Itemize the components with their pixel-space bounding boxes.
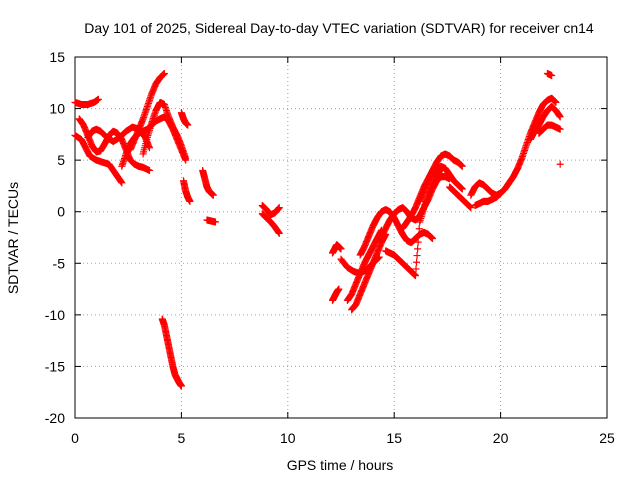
data-point <box>184 121 192 129</box>
data-point <box>145 166 153 174</box>
data-point <box>186 197 194 205</box>
data-point <box>94 95 102 103</box>
series-arc-7 <box>139 98 190 162</box>
series-arc-31 <box>556 160 564 168</box>
data-point <box>275 204 283 212</box>
y-axis-label: SDTVAR / TECUs <box>5 182 21 294</box>
data-point <box>413 258 421 266</box>
y-tick-label: -15 <box>45 358 65 374</box>
data-point <box>335 285 343 293</box>
data-point <box>414 238 422 246</box>
plot-frame <box>74 56 608 419</box>
data-point <box>415 225 423 233</box>
data-point <box>411 272 419 280</box>
y-tick-label: 10 <box>49 101 65 117</box>
data-point <box>182 154 190 162</box>
data-point <box>556 113 564 121</box>
series-arc-6 <box>126 70 168 154</box>
series-arc-29 <box>535 121 564 137</box>
series-arc-20 <box>356 206 437 259</box>
series-arc-14 <box>258 202 283 219</box>
series-arc-28 <box>526 103 564 144</box>
data-point <box>548 72 556 80</box>
axis-ticks: 0 5 10 15 20 25 -20 -15 -10 -5 0 5 10 15 <box>45 49 615 446</box>
data-point <box>412 265 420 273</box>
data-point <box>556 125 564 133</box>
series-arc-12 <box>203 216 219 226</box>
series-arc-11 <box>199 166 217 199</box>
data-point <box>429 235 437 243</box>
data-point <box>458 185 466 193</box>
x-tick-label: 0 <box>71 430 79 446</box>
data-points <box>71 70 564 390</box>
x-tick-label: 10 <box>280 430 296 446</box>
x-tick-label: 15 <box>386 430 402 446</box>
x-tick-label: 5 <box>178 430 186 446</box>
chart-title: Day 101 of 2025, Sidereal Day-to-day VTE… <box>84 20 594 36</box>
data-point <box>177 382 185 390</box>
y-tick-label: -10 <box>45 307 65 323</box>
series-arc-1 <box>71 95 102 108</box>
data-point <box>337 245 345 253</box>
data-point <box>160 70 168 78</box>
data-point <box>556 160 564 168</box>
series-arc-10 <box>158 315 185 390</box>
x-tick-label: 25 <box>599 430 615 446</box>
data-point <box>211 218 219 226</box>
data-point <box>415 231 423 239</box>
series-arc-8 <box>177 109 192 129</box>
data-point <box>413 252 421 260</box>
x-axis-label: GPS time / hours <box>287 457 394 473</box>
series-arc-25 <box>446 183 475 212</box>
x-tick-label: 20 <box>493 430 509 446</box>
series-arc-30 <box>543 70 556 80</box>
series-arc-2 <box>71 131 126 187</box>
series-arc-15 <box>328 241 345 257</box>
y-tick-label: -20 <box>45 410 65 426</box>
series-arc-9 <box>180 177 194 205</box>
data-point <box>467 204 475 212</box>
y-tick-label: 0 <box>57 204 65 220</box>
series-arc-22 <box>382 164 445 280</box>
data-point <box>458 162 466 170</box>
y-tick-label: 15 <box>49 49 65 65</box>
data-point <box>118 179 126 187</box>
data-point <box>414 245 422 253</box>
data-point <box>552 98 560 106</box>
series-arc-16 <box>328 285 343 304</box>
series-arc-27 <box>471 94 560 210</box>
data-point <box>275 229 283 237</box>
data-point <box>209 191 217 199</box>
series-arc-13 <box>258 210 283 237</box>
series-arc-19 <box>348 230 390 314</box>
y-tick-label: -5 <box>53 255 66 271</box>
series-arc-24 <box>416 162 466 205</box>
series-arc-18 <box>343 226 385 304</box>
y-tick-label: 5 <box>57 152 65 168</box>
